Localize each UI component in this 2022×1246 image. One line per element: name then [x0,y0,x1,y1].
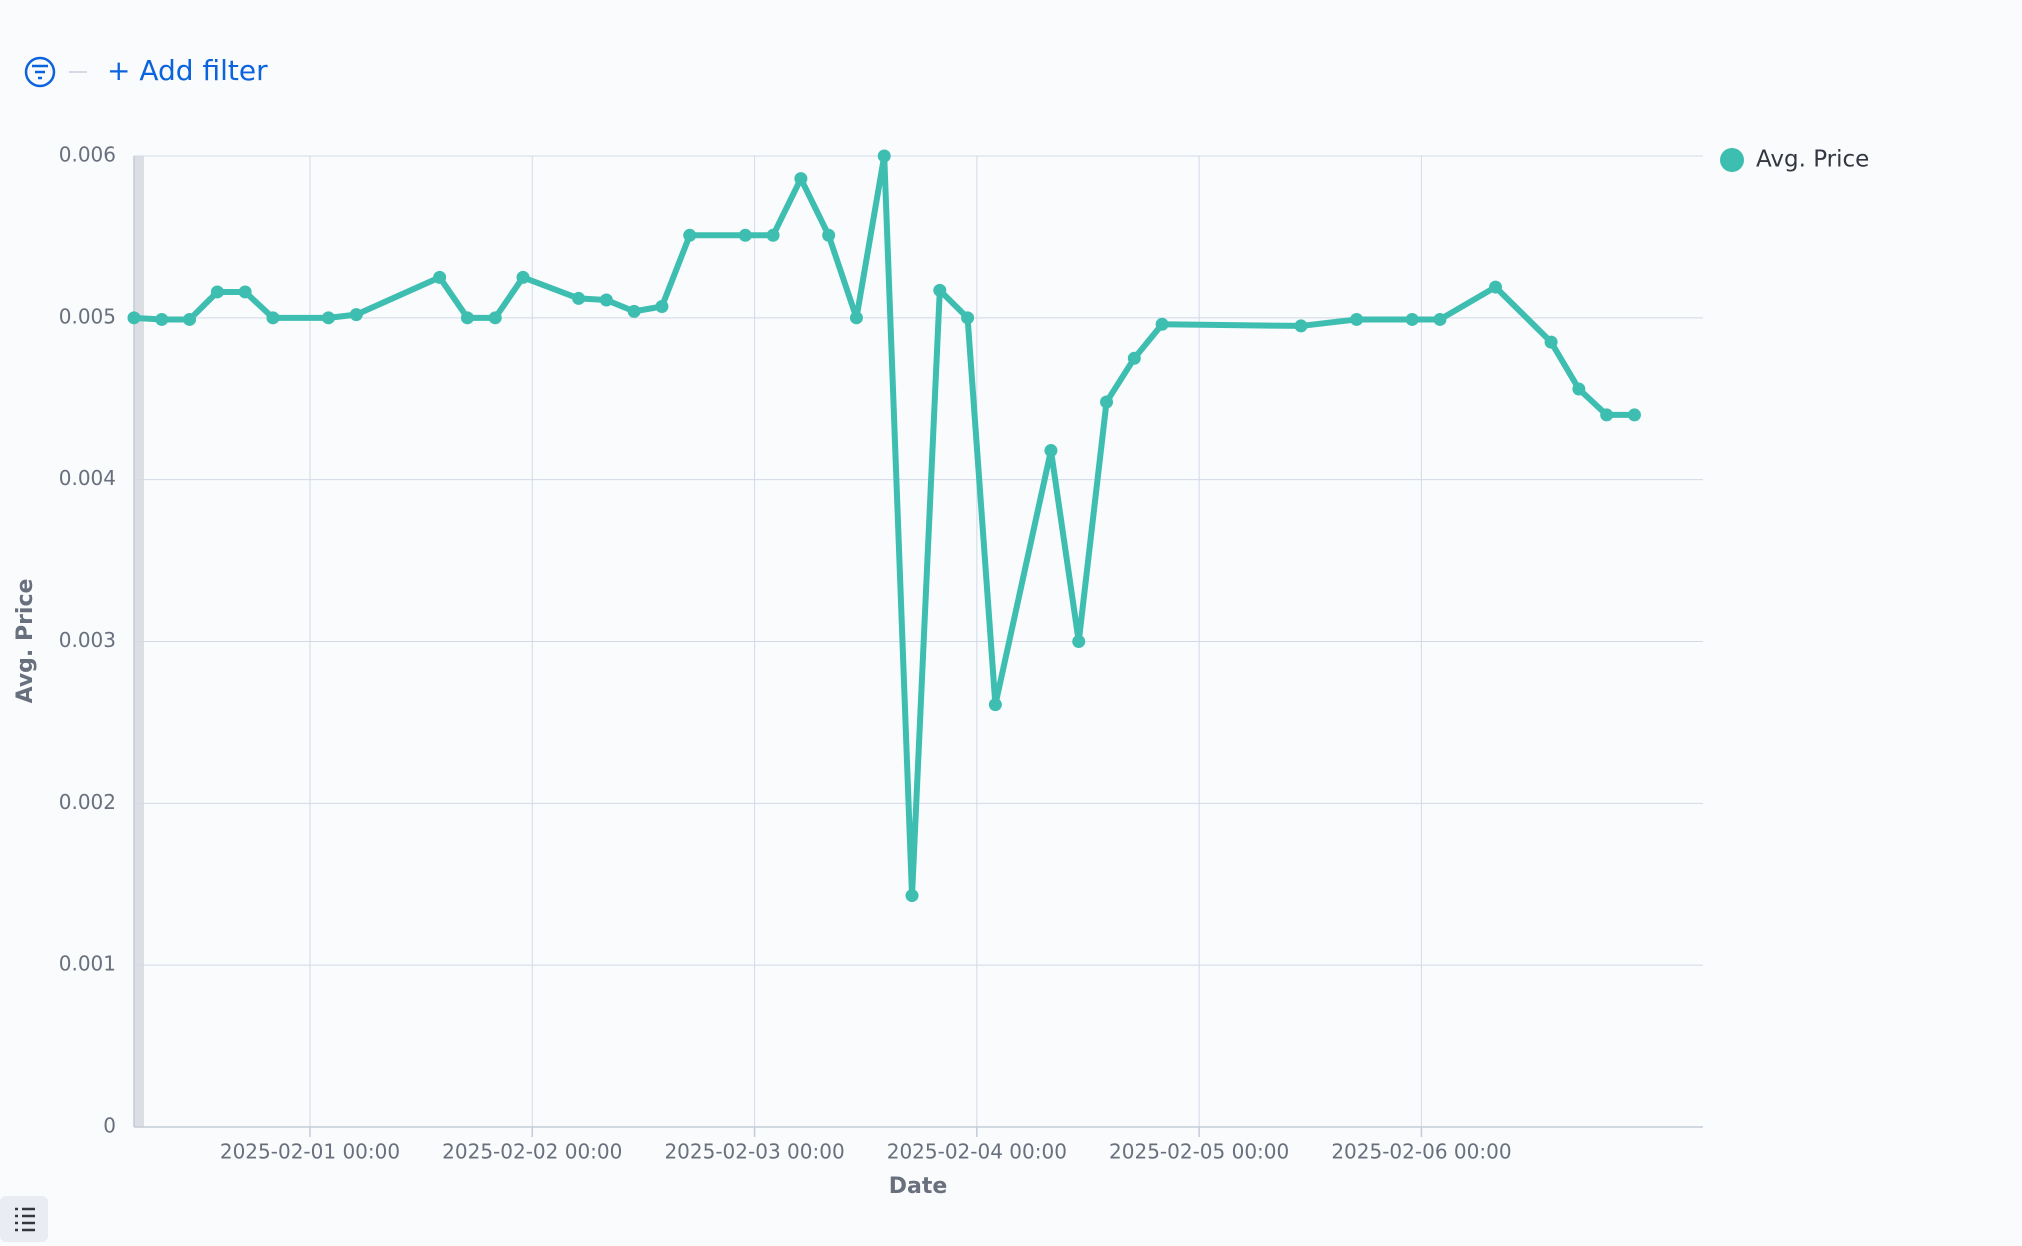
x-axis-title: Date [889,1174,948,1199]
x-tick-label: 2025-02-04 00:00 [887,1140,1067,1164]
data-point [1627,408,1641,422]
y-tick-label: 0.006 [59,143,116,167]
data-point [988,698,1002,712]
data-point [738,228,752,242]
data-point [1544,335,1558,349]
data-point [794,172,808,186]
y-axis-title: Avg. Price [13,579,38,704]
y-tick-label: 0.005 [59,304,116,328]
x-tick-label: 2025-02-02 00:00 [442,1140,622,1164]
filter-bar: + Add filter [24,54,268,88]
x-tick-label: 2025-02-06 00:00 [1331,1140,1511,1164]
data-point [1072,635,1086,648]
data-point [905,889,919,903]
data-point [1044,444,1058,458]
data-point [210,285,224,299]
filter-icon[interactable] [24,56,56,88]
y-tick-label: 0.002 [59,790,116,814]
data-point [266,311,280,325]
data-point [1405,312,1419,326]
data-point [1433,312,1447,326]
data-point [627,304,641,318]
legend-label[interactable]: Avg. Price [1756,147,1869,173]
y-tick-label: 0.004 [59,466,116,490]
series-line [133,153,1635,899]
data-point [322,311,336,325]
data-point [238,285,252,299]
y-tick-label: 0.001 [59,952,116,976]
data-point [961,311,975,325]
data-point [655,300,669,314]
data-point [433,270,447,284]
data-point [849,311,863,325]
data-point [127,311,141,325]
data-point [1489,280,1503,294]
x-tick-label: 2025-02-01 00:00 [220,1140,400,1164]
y-tick-label: 0 [103,1114,116,1138]
data-point [460,311,474,325]
x-tick-label: 2025-02-03 00:00 [664,1140,844,1164]
legend-toggle[interactable] [0,1196,48,1242]
data-point [1294,319,1308,333]
data-point [155,312,169,326]
data-point [572,291,586,305]
y-tick-label: 0.003 [59,628,116,652]
data-point [822,228,836,242]
add-filter-button[interactable]: + Add filter [107,54,268,87]
data-point [183,312,197,326]
data-point [488,311,502,325]
x-tick-label: 2025-02-05 00:00 [1109,1140,1289,1164]
data-point [933,283,947,297]
data-point [683,228,697,242]
data-point [599,293,613,307]
data-point [766,228,780,242]
data-point [1600,408,1614,422]
list-icon [15,1207,35,1232]
data-point [1350,312,1364,326]
plot: 0 0.001 0.002 0.003 0.004 0.005 0.006 2025-02-0… [59,143,1703,1164]
data-point [877,149,891,163]
data-point [1155,317,1169,331]
data-point [516,270,530,284]
data-point [349,308,363,322]
data-point [1100,395,1114,409]
data-point [1127,351,1141,365]
legend-toggle-button[interactable] [0,1196,48,1242]
legend-swatch [1720,148,1744,172]
data-point [1572,382,1586,396]
